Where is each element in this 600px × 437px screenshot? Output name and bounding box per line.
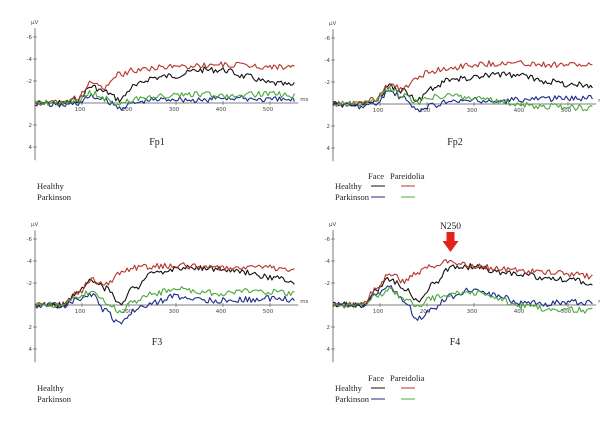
parkinson-pareidolia-line: [34, 286, 295, 314]
x-tick-label: 400: [514, 309, 525, 315]
y-tick-label: 2: [327, 124, 331, 130]
x-tick-label: 100: [75, 309, 86, 315]
legend-row-healthy: Healthy: [335, 181, 363, 191]
legend-row-healthy: Healthy: [37, 383, 65, 393]
healthy-pareidolia-line: [34, 61, 295, 107]
panel-label: Fp2: [447, 137, 463, 148]
x-tick-label: 200: [420, 108, 431, 114]
parkinson-face-line: [332, 90, 593, 113]
x-tick-label: 100: [373, 309, 384, 315]
y-unit-label: µV: [329, 21, 336, 27]
healthy-pareidolia-line: [34, 262, 295, 309]
x-tick-label: 400: [216, 309, 227, 315]
legend-row-parkinson: Parkinson: [37, 394, 72, 404]
x-tick-label: 300: [169, 309, 180, 315]
legend-header-pareidolia: Pareidolia: [390, 373, 425, 383]
x-tick-label: 500: [561, 309, 572, 315]
y-tick-label: -2: [27, 281, 32, 287]
x-unit-label: ms: [300, 97, 308, 103]
y-unit-label: µV: [31, 20, 38, 26]
y-tick-label: -4: [27, 57, 33, 63]
x-tick-label: 200: [122, 309, 133, 315]
legend-row-healthy: Healthy: [335, 383, 363, 393]
x-tick-label: 400: [514, 108, 525, 114]
x-tick-label: 500: [263, 309, 274, 315]
annotation-label: N250: [440, 222, 461, 232]
y-tick-label: 4: [327, 347, 331, 353]
legend-row-parkinson: Parkinson: [335, 394, 370, 404]
x-tick-label: 200: [122, 107, 133, 113]
x-tick-label: 300: [467, 309, 478, 315]
legend-row-healthy: Healthy: [37, 181, 65, 191]
x-tick-label: 500: [561, 108, 572, 114]
legend-row-parkinson: Parkinson: [37, 192, 72, 202]
x-tick-label: 400: [216, 107, 227, 113]
y-tick-label: 2: [29, 123, 33, 129]
y-tick-label: -2: [325, 281, 330, 287]
parkinson-pareidolia-line: [34, 89, 295, 107]
y-tick-label: -4: [325, 58, 331, 64]
healthy-face-line: [34, 264, 295, 309]
x-tick-label: 200: [420, 309, 431, 315]
arrow-icon: [442, 232, 459, 252]
legend-header-pareidolia: Pareidolia: [390, 171, 425, 181]
x-tick-label: 500: [263, 107, 274, 113]
y-tick-label: -4: [27, 259, 33, 265]
panel-label: F3: [152, 337, 163, 348]
x-unit-label: ms: [598, 299, 600, 305]
y-tick-label: 4: [29, 145, 33, 151]
y-tick-label: 4: [29, 347, 33, 353]
panel-label: F4: [450, 337, 461, 348]
legend-header-face: Face: [368, 171, 384, 181]
y-tick-label: 2: [29, 325, 33, 331]
legend-row-parkinson: Parkinson: [335, 192, 370, 202]
y-unit-label: µV: [329, 222, 336, 228]
parkinson-face-line: [332, 285, 593, 321]
y-tick-label: -6: [27, 35, 33, 41]
y-tick-label: -6: [325, 237, 331, 243]
x-tick-label: 300: [467, 108, 478, 114]
x-unit-label: ms: [300, 299, 308, 305]
y-unit-label: µV: [31, 222, 38, 228]
x-tick-label: 100: [373, 108, 384, 114]
parkinson-pareidolia-line: [332, 286, 593, 314]
x-unit-label: ms: [598, 98, 600, 104]
parkinson-face-line: [34, 292, 295, 325]
y-tick-label: -2: [27, 79, 32, 85]
y-tick-label: -4: [325, 259, 331, 265]
healthy-pareidolia-line: [332, 259, 593, 309]
y-tick-label: 2: [327, 325, 331, 331]
legend-header-face: Face: [368, 373, 384, 383]
parkinson-pareidolia-line: [332, 86, 593, 112]
healthy-face-line: [332, 263, 593, 309]
y-tick-label: -6: [27, 237, 33, 243]
y-tick-label: -2: [325, 80, 330, 86]
y-tick-label: 4: [327, 146, 331, 152]
panel-label: Fp1: [149, 137, 165, 148]
panel-f4: µVms-6-4-224100200300400500F4N250FacePar…: [325, 222, 600, 404]
x-tick-label: 300: [169, 107, 180, 113]
panel-fp2: µVms-6-4-224100200300400500Fp2FacePareid…: [325, 21, 600, 202]
x-tick-label: 100: [75, 107, 86, 113]
y-tick-label: -6: [325, 36, 331, 42]
